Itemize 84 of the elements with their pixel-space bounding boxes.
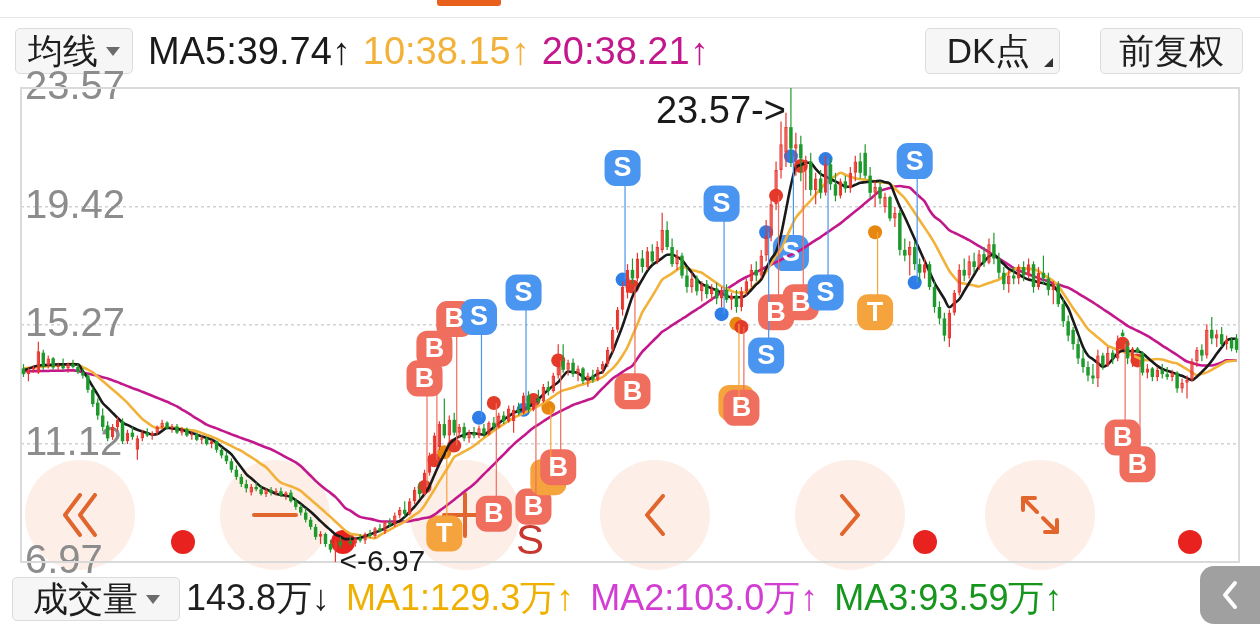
- candlestick: [1200, 343, 1204, 362]
- data-label: T: [436, 517, 454, 548]
- candlestick: [279, 486, 283, 498]
- candlestick: [86, 373, 90, 394]
- candlestick: [269, 486, 273, 497]
- candlestick: [388, 517, 392, 528]
- candlestick: [868, 166, 872, 200]
- text: MA2:103.0万↑: [590, 576, 819, 620]
- text: MA5:39.74↑: [148, 29, 351, 74]
- candlestick: [799, 135, 803, 182]
- candlestick: [561, 343, 565, 374]
- data-label: B: [791, 286, 811, 317]
- dropdown-button: 成交量: [12, 577, 180, 621]
- data-label: B: [622, 375, 643, 406]
- candlestick: [472, 426, 476, 439]
- data-label: S: [905, 145, 924, 176]
- candlestick: [81, 367, 85, 379]
- text: MA3:93.59万↑: [834, 576, 1063, 620]
- candlestick: [71, 359, 75, 369]
- data-label: B: [484, 498, 504, 529]
- annotation: <-6.97: [339, 544, 426, 577]
- candlestick: [972, 252, 976, 274]
- candlestick: [888, 195, 892, 222]
- candlestick: [1175, 370, 1179, 394]
- candlestick: [833, 172, 838, 202]
- data-label: S: [514, 276, 533, 307]
- data-label: S: [757, 340, 776, 371]
- data-label: T: [866, 296, 884, 327]
- candlestick: [962, 257, 966, 282]
- candlestick: [452, 412, 456, 437]
- candlestick: [992, 232, 996, 265]
- y-tick-label: 15.27: [25, 300, 126, 345]
- candlestick: [1076, 337, 1080, 365]
- data-label: S: [712, 188, 731, 219]
- candlestick: [695, 275, 699, 297]
- candlestick: [982, 246, 986, 268]
- candlestick: [903, 237, 907, 262]
- candlestick: [917, 257, 922, 282]
- button: DK点: [925, 28, 1060, 74]
- candlestick: [368, 529, 372, 539]
- data-label: S: [469, 301, 488, 332]
- candlestick: [1002, 266, 1006, 291]
- candlestick: [462, 422, 466, 442]
- candlestick: [482, 423, 486, 438]
- y-tick-label: 11.12: [25, 418, 123, 463]
- candlestick: [571, 357, 575, 378]
- candlestick: [680, 252, 684, 280]
- candlestick: [754, 260, 758, 282]
- point: [714, 307, 729, 322]
- point: [907, 275, 922, 290]
- data-label: B: [414, 362, 435, 393]
- candlestick: [442, 397, 447, 439]
- text: MA1:129.3万↑: [346, 576, 575, 620]
- data-label: B: [548, 451, 568, 482]
- point: [868, 225, 883, 240]
- candlestick: [591, 369, 595, 384]
- candlestick: [640, 249, 645, 274]
- candlestick: [378, 523, 382, 534]
- candlestick: [670, 237, 674, 268]
- point: [471, 410, 486, 425]
- text: 143.8万↓: [186, 576, 331, 620]
- candlestick: [1086, 360, 1090, 382]
- annotation: 23.57->: [655, 89, 786, 132]
- data-label: S: [613, 152, 632, 183]
- data-label: B: [731, 392, 752, 423]
- text: 20:38.21↑: [541, 29, 709, 74]
- candlestick: [997, 252, 1001, 280]
- y-tick-label: 19.42: [25, 181, 126, 226]
- data-label: B: [424, 333, 445, 364]
- candlestick: [1210, 316, 1214, 345]
- candlestick: [1046, 272, 1051, 297]
- candlestick: [1234, 333, 1239, 354]
- candlestick: [685, 266, 689, 294]
- data-label: S: [816, 276, 835, 307]
- candlestick: [1061, 297, 1065, 328]
- button: 前复权: [1100, 28, 1243, 74]
- candlestick: [1081, 349, 1085, 374]
- candlestick: [789, 87, 793, 168]
- candlestick: [1021, 260, 1026, 282]
- point: [486, 395, 501, 410]
- text: 10:38.15↑: [362, 29, 530, 74]
- candlestick: [878, 180, 882, 205]
- candlestick: [665, 220, 669, 251]
- candlestick: [942, 312, 947, 342]
